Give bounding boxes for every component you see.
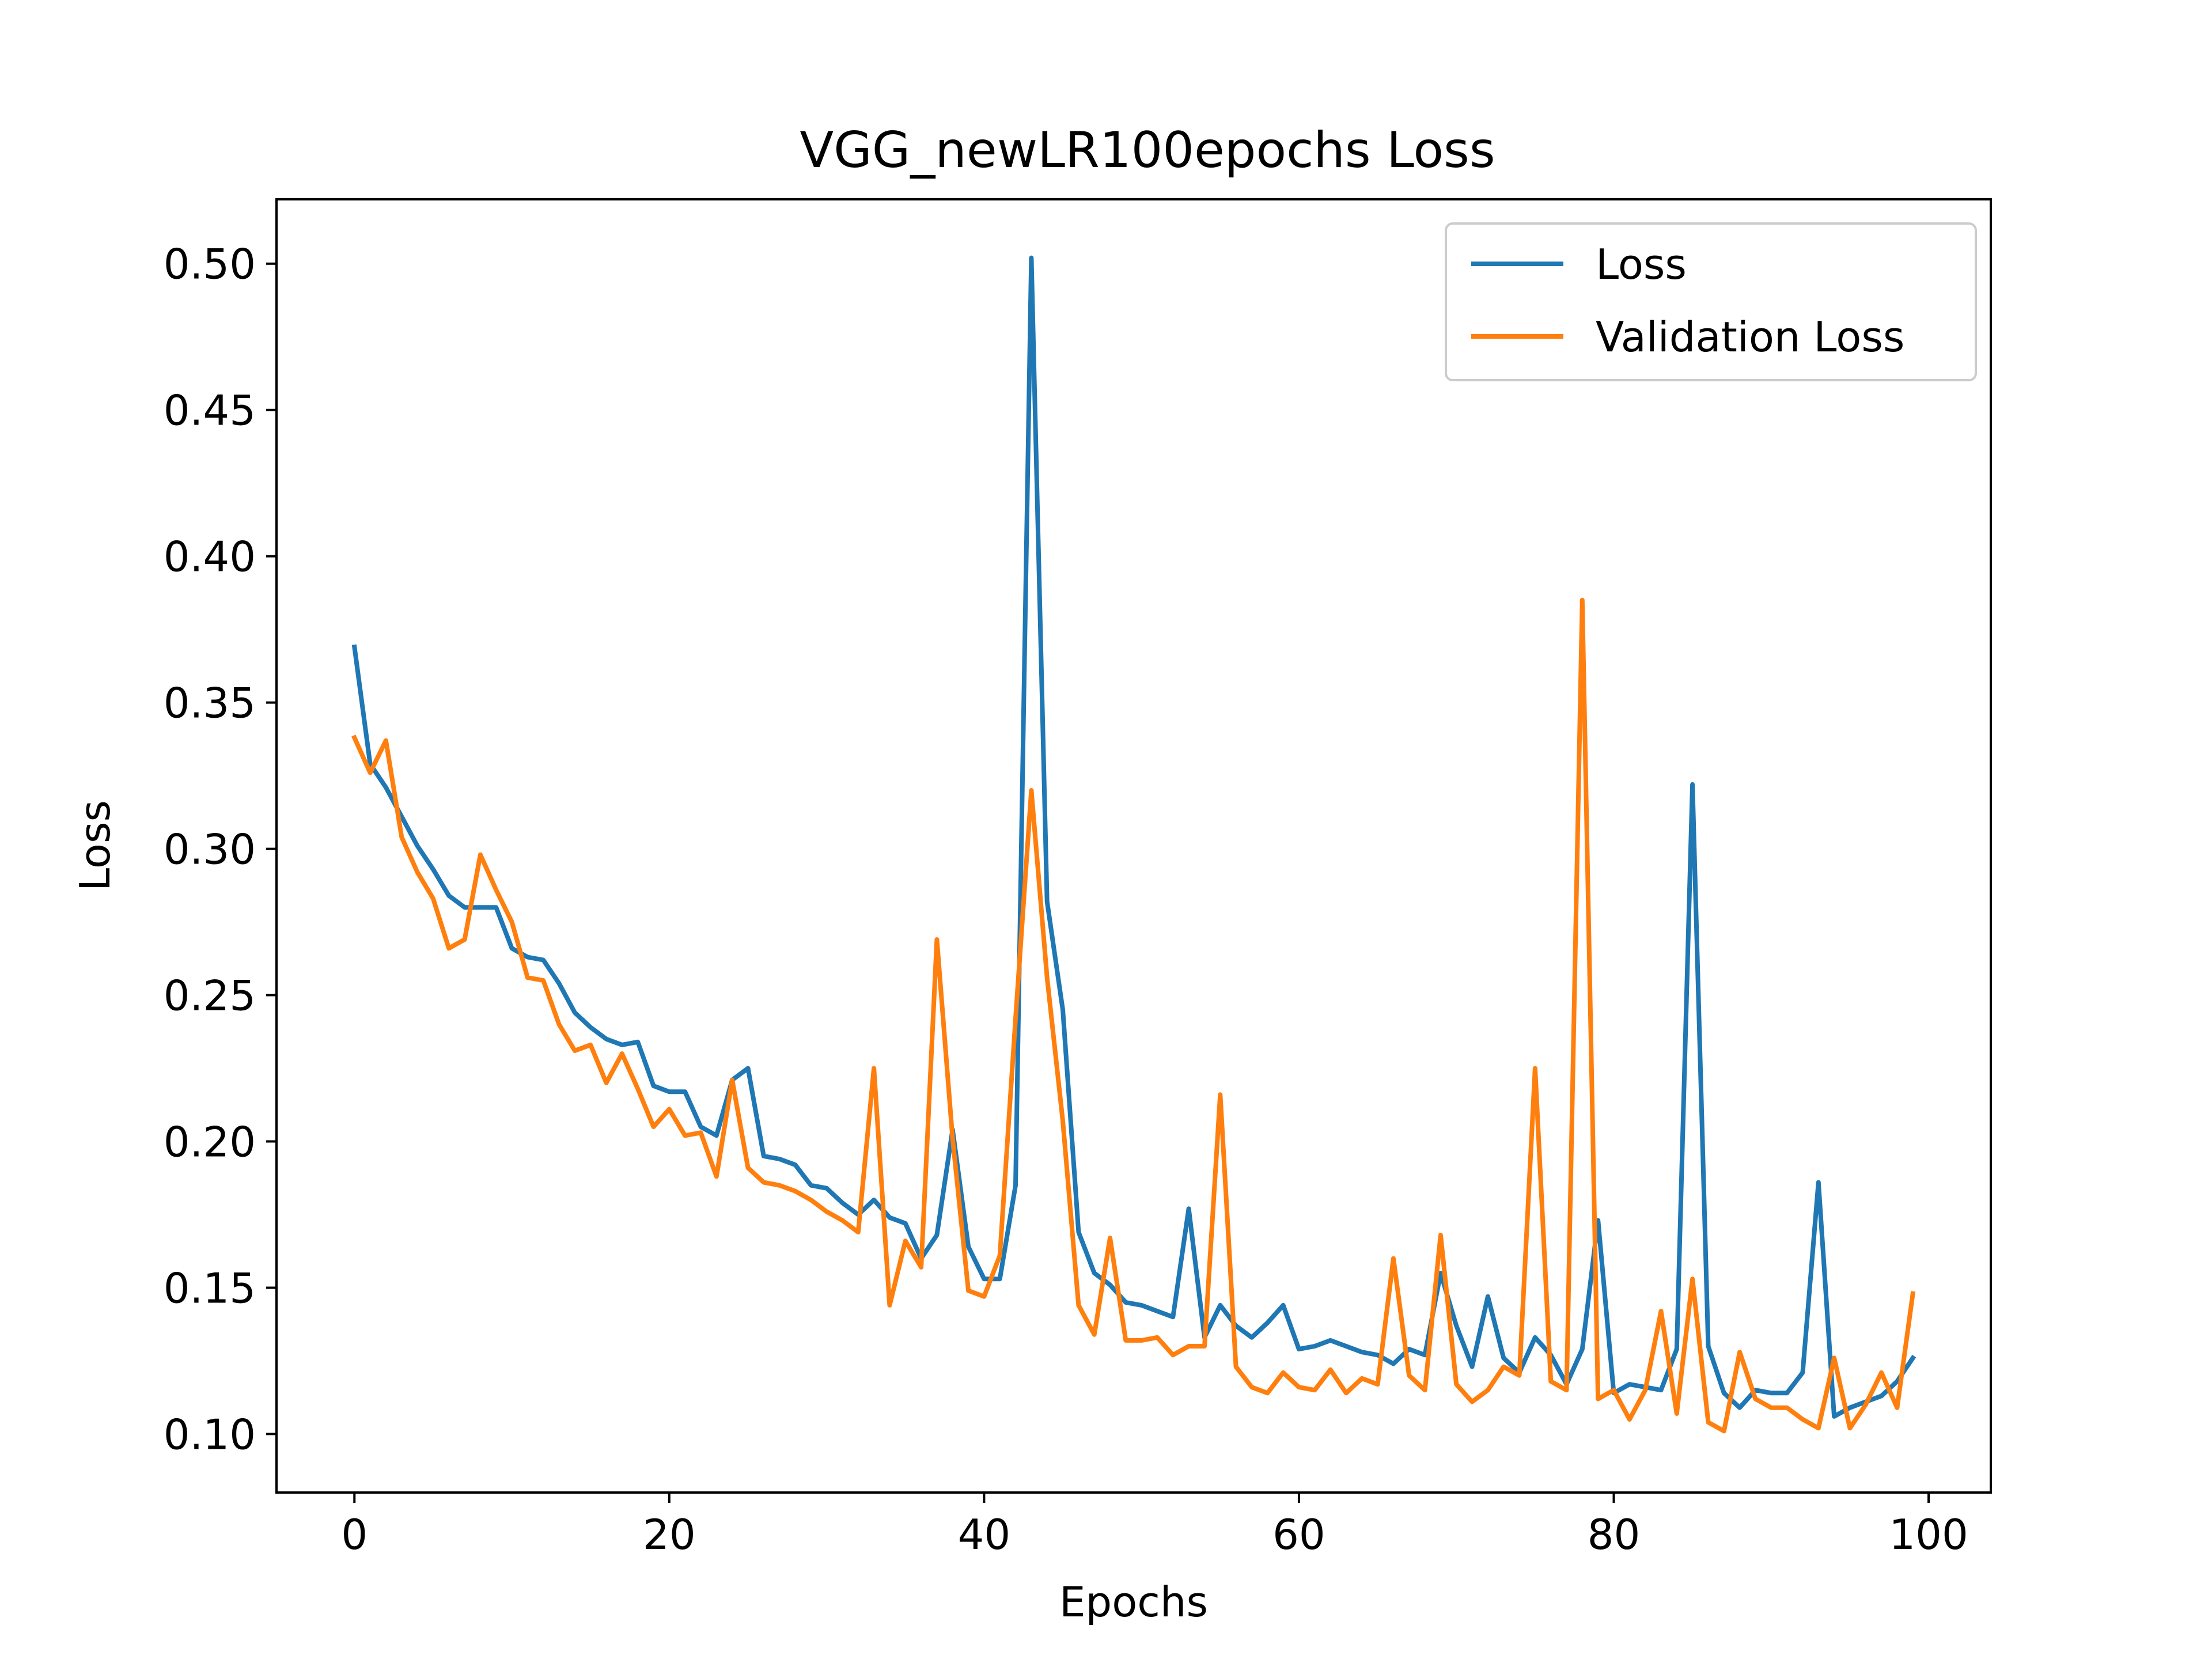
legend-box xyxy=(1445,222,1977,381)
y-tick-label: 0.30 xyxy=(164,825,256,874)
x-tick-label: 40 xyxy=(958,1510,1011,1559)
series-line-loss xyxy=(351,255,1916,1419)
y-tick-label: 0.35 xyxy=(164,679,256,728)
plot-frame xyxy=(275,198,1992,1494)
x-tick-label: 100 xyxy=(1889,1510,1968,1559)
y-tick-label: 0.40 xyxy=(164,533,256,581)
legend-label-loss: Loss xyxy=(1596,240,1687,289)
legend-label-validation-loss: Validation Loss xyxy=(1596,313,1904,361)
legend: Loss Validation Loss xyxy=(1445,222,1977,381)
series-line-validation-loss xyxy=(351,597,1916,1434)
x-axis: 0 20 40 60 80 100 xyxy=(341,1493,1968,1559)
y-tick-label: 0.10 xyxy=(164,1410,256,1459)
x-tick-label: 0 xyxy=(341,1510,368,1559)
chart-title: VGG_newLR100epochs Loss xyxy=(800,122,1495,179)
y-tick-label: 0.15 xyxy=(164,1264,256,1312)
x-tick-label: 60 xyxy=(1272,1510,1325,1559)
y-tick-label: 0.45 xyxy=(164,387,256,435)
x-axis-label: Epochs xyxy=(1059,1578,1208,1626)
y-axis-label: Loss xyxy=(71,800,119,891)
y-tick-label: 0.20 xyxy=(164,1118,256,1166)
x-tick-label: 20 xyxy=(643,1510,696,1559)
series-layer xyxy=(351,255,1916,1434)
y-tick-label: 0.50 xyxy=(164,240,256,289)
y-axis: 0.10 0.15 0.20 0.25 0.30 0.35 0.40 0.45 0.50 xyxy=(164,240,276,1459)
y-tick-label: 0.25 xyxy=(164,972,256,1020)
x-tick-label: 80 xyxy=(1588,1510,1641,1559)
